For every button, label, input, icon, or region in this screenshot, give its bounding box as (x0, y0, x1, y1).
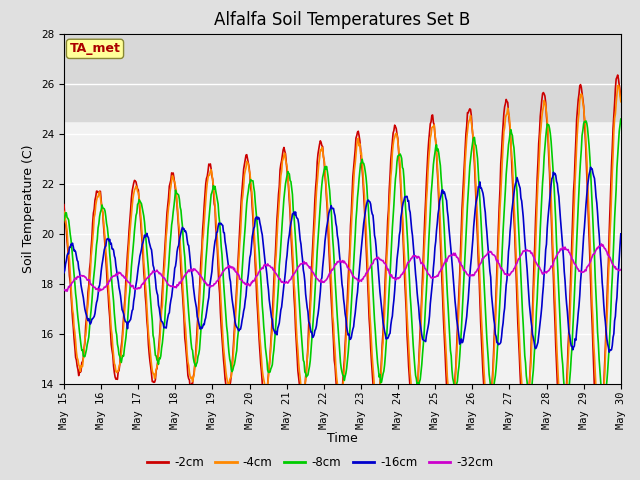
-16cm (587, 164, 595, 170)
-32cm (411, 254, 419, 260)
-4cm (410, 403, 418, 409)
Line: -16cm: -16cm (64, 167, 621, 352)
-16cm (60, 270, 68, 276)
-32cm (428, 275, 435, 281)
-16cm (70, 248, 78, 254)
-32cm (617, 267, 625, 273)
-4cm (617, 99, 625, 105)
-4cm (127, 213, 135, 218)
Line: -32cm: -32cm (64, 244, 621, 291)
-2cm (617, 95, 625, 100)
-4cm (70, 324, 78, 330)
-32cm (185, 267, 193, 273)
-2cm (127, 196, 135, 202)
-32cm (128, 283, 136, 288)
-8cm (70, 272, 78, 278)
-2cm (426, 121, 434, 127)
Line: -2cm: -2cm (64, 75, 621, 437)
-8cm (426, 209, 434, 215)
-4cm (60, 209, 68, 215)
-16cm (426, 301, 434, 307)
Bar (64, 34, 621, 121)
Legend: -2cm, -4cm, -8cm, -16cm, -32cm: -2cm, -4cm, -8cm, -16cm, -32cm (142, 452, 498, 474)
-4cm (426, 135, 434, 141)
Title: Alfalfa Soil Temperatures Set B: Alfalfa Soil Temperatures Set B (214, 11, 470, 29)
-8cm (214, 197, 221, 203)
Line: -8cm: -8cm (64, 119, 621, 400)
-16cm (605, 349, 613, 355)
-2cm (614, 72, 621, 78)
-32cm (70, 277, 78, 283)
-2cm (70, 336, 78, 341)
Text: TA_met: TA_met (70, 42, 120, 55)
X-axis label: Time: Time (327, 432, 358, 445)
-16cm (214, 229, 221, 235)
-2cm (184, 372, 192, 378)
-8cm (410, 354, 418, 360)
-8cm (184, 300, 192, 306)
-8cm (60, 217, 68, 223)
Y-axis label: Soil Temperature (C): Soil Temperature (C) (22, 144, 35, 273)
-32cm (598, 241, 605, 247)
-32cm (60, 287, 68, 292)
-2cm (410, 411, 418, 417)
-8cm (600, 397, 607, 403)
-4cm (214, 236, 221, 242)
-4cm (614, 83, 622, 88)
-16cm (184, 242, 192, 248)
-16cm (127, 312, 135, 318)
-16cm (410, 252, 418, 257)
-2cm (214, 247, 221, 252)
-8cm (127, 264, 135, 270)
Line: -4cm: -4cm (64, 85, 621, 426)
-2cm (60, 202, 68, 207)
-16cm (617, 231, 625, 237)
-8cm (617, 116, 625, 122)
-32cm (214, 277, 222, 283)
-4cm (184, 359, 192, 365)
-32cm (95, 288, 102, 294)
-4cm (597, 423, 605, 429)
-2cm (595, 434, 603, 440)
